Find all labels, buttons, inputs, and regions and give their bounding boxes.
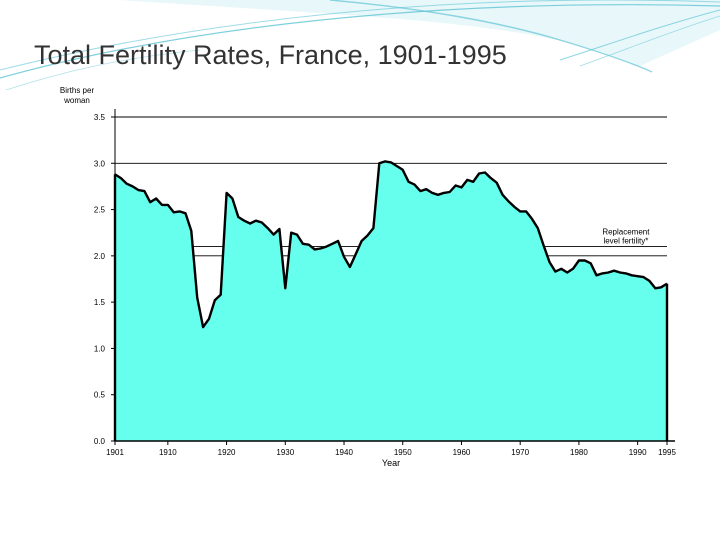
y-tick-label: 0.5 — [94, 391, 106, 400]
y-tick-label: 3.5 — [94, 113, 106, 122]
fertility-area — [115, 161, 667, 441]
y-tick-label: 1.0 — [94, 344, 106, 353]
y-tick-label: 1.5 — [94, 298, 106, 307]
y-axis-label-line1: Births per — [60, 86, 95, 95]
header-swoosh — [0, 0, 720, 90]
x-tick-label: 1940 — [335, 448, 353, 457]
x-tick-label: 1910 — [159, 448, 177, 457]
y-tick-label: 2.5 — [94, 206, 106, 215]
y-axis-label-line2: woman — [63, 96, 90, 105]
x-tick-label: 1920 — [218, 448, 236, 457]
fertility-chart: 0.0 0.5 1.0 1.5 2.0 2.5 3.0 3.5 1901 1910 1920 1930… — [35, 83, 686, 473]
chart-svg: 0.0 0.5 1.0 1.5 2.0 2.5 3.0 3.5 1901 1910 1920 1930… — [60, 86, 677, 468]
x-tick-label: 1995 — [658, 448, 676, 457]
fertility-line — [114, 160, 668, 329]
x-tick-label: 1930 — [276, 448, 294, 457]
replacement-annotation-line1: Replacement — [602, 228, 650, 237]
x-axis-label: Year — [382, 458, 400, 468]
x-tick-label: 1901 — [106, 448, 124, 457]
x-tick-label: 1990 — [629, 448, 647, 457]
x-tick-label: 1970 — [511, 448, 529, 457]
replacement-annotation-line2: level fertility* — [603, 237, 648, 246]
y-tick-label: 3.0 — [94, 159, 106, 168]
x-tick-label: 1980 — [570, 448, 588, 457]
y-tick-label: 2.0 — [94, 252, 106, 261]
slide-title: Total Fertility Rates, France, 1901-1995 — [34, 40, 507, 70]
x-tick-label: 1960 — [453, 448, 471, 457]
x-tick-label: 1950 — [394, 448, 412, 457]
y-tick-label: 0.0 — [94, 437, 106, 446]
